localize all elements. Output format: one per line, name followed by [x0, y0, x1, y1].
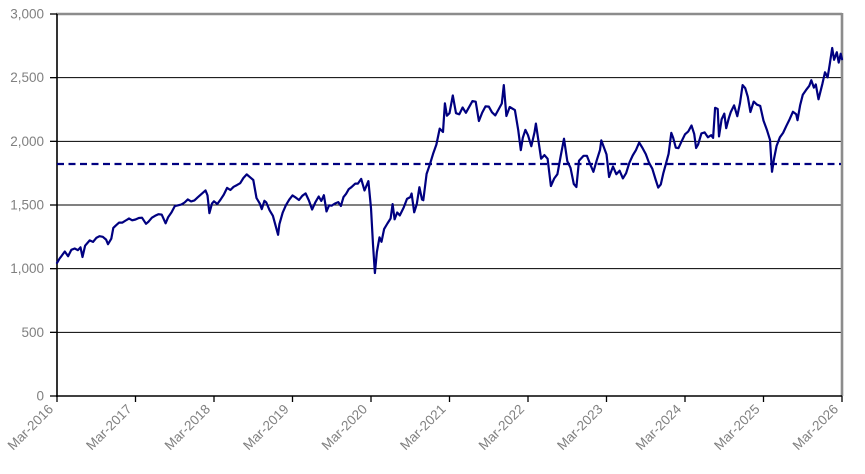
- x-tick-label: Mar-2024: [633, 401, 685, 453]
- y-tick-label: 2,500: [10, 70, 44, 85]
- x-tick-label: Mar-2017: [83, 402, 134, 453]
- x-tick-label: Mar-2016: [5, 402, 56, 453]
- x-tick-label: Mar-2021: [397, 402, 448, 453]
- y-tick-label: 3,000: [10, 7, 44, 22]
- y-tick-label: 1,000: [10, 261, 44, 276]
- x-tick-label: Mar-2026: [790, 402, 841, 453]
- x-tick-label: Mar-2018: [162, 402, 213, 453]
- y-tick-label: 500: [21, 325, 44, 340]
- x-axis-labels: Mar-2016 Mar-2017 Mar-2018 Mar-2019 Mar-2020…: [5, 401, 841, 453]
- gridlines: [57, 77, 842, 333]
- x-tick-label: Mar-2020: [319, 402, 370, 453]
- y-tick-label: 2,000: [10, 134, 44, 149]
- index-series-line: [55, 46, 844, 275]
- x-tick-label: Mar-2019: [240, 402, 291, 453]
- axis-ticks: [50, 13, 843, 402]
- y-tick-label: 1,500: [10, 198, 44, 213]
- y-tick-label: 0: [36, 389, 44, 404]
- x-tick-label: Mar-2025: [711, 402, 762, 453]
- x-tick-label: Mar-2023: [554, 402, 605, 453]
- x-tick-label: Mar-2022: [476, 402, 527, 453]
- y-axis-labels: 0 500 1,000 1,500 2,000 2,500 3,000: [10, 7, 44, 404]
- index-level-polyline: [55, 46, 844, 275]
